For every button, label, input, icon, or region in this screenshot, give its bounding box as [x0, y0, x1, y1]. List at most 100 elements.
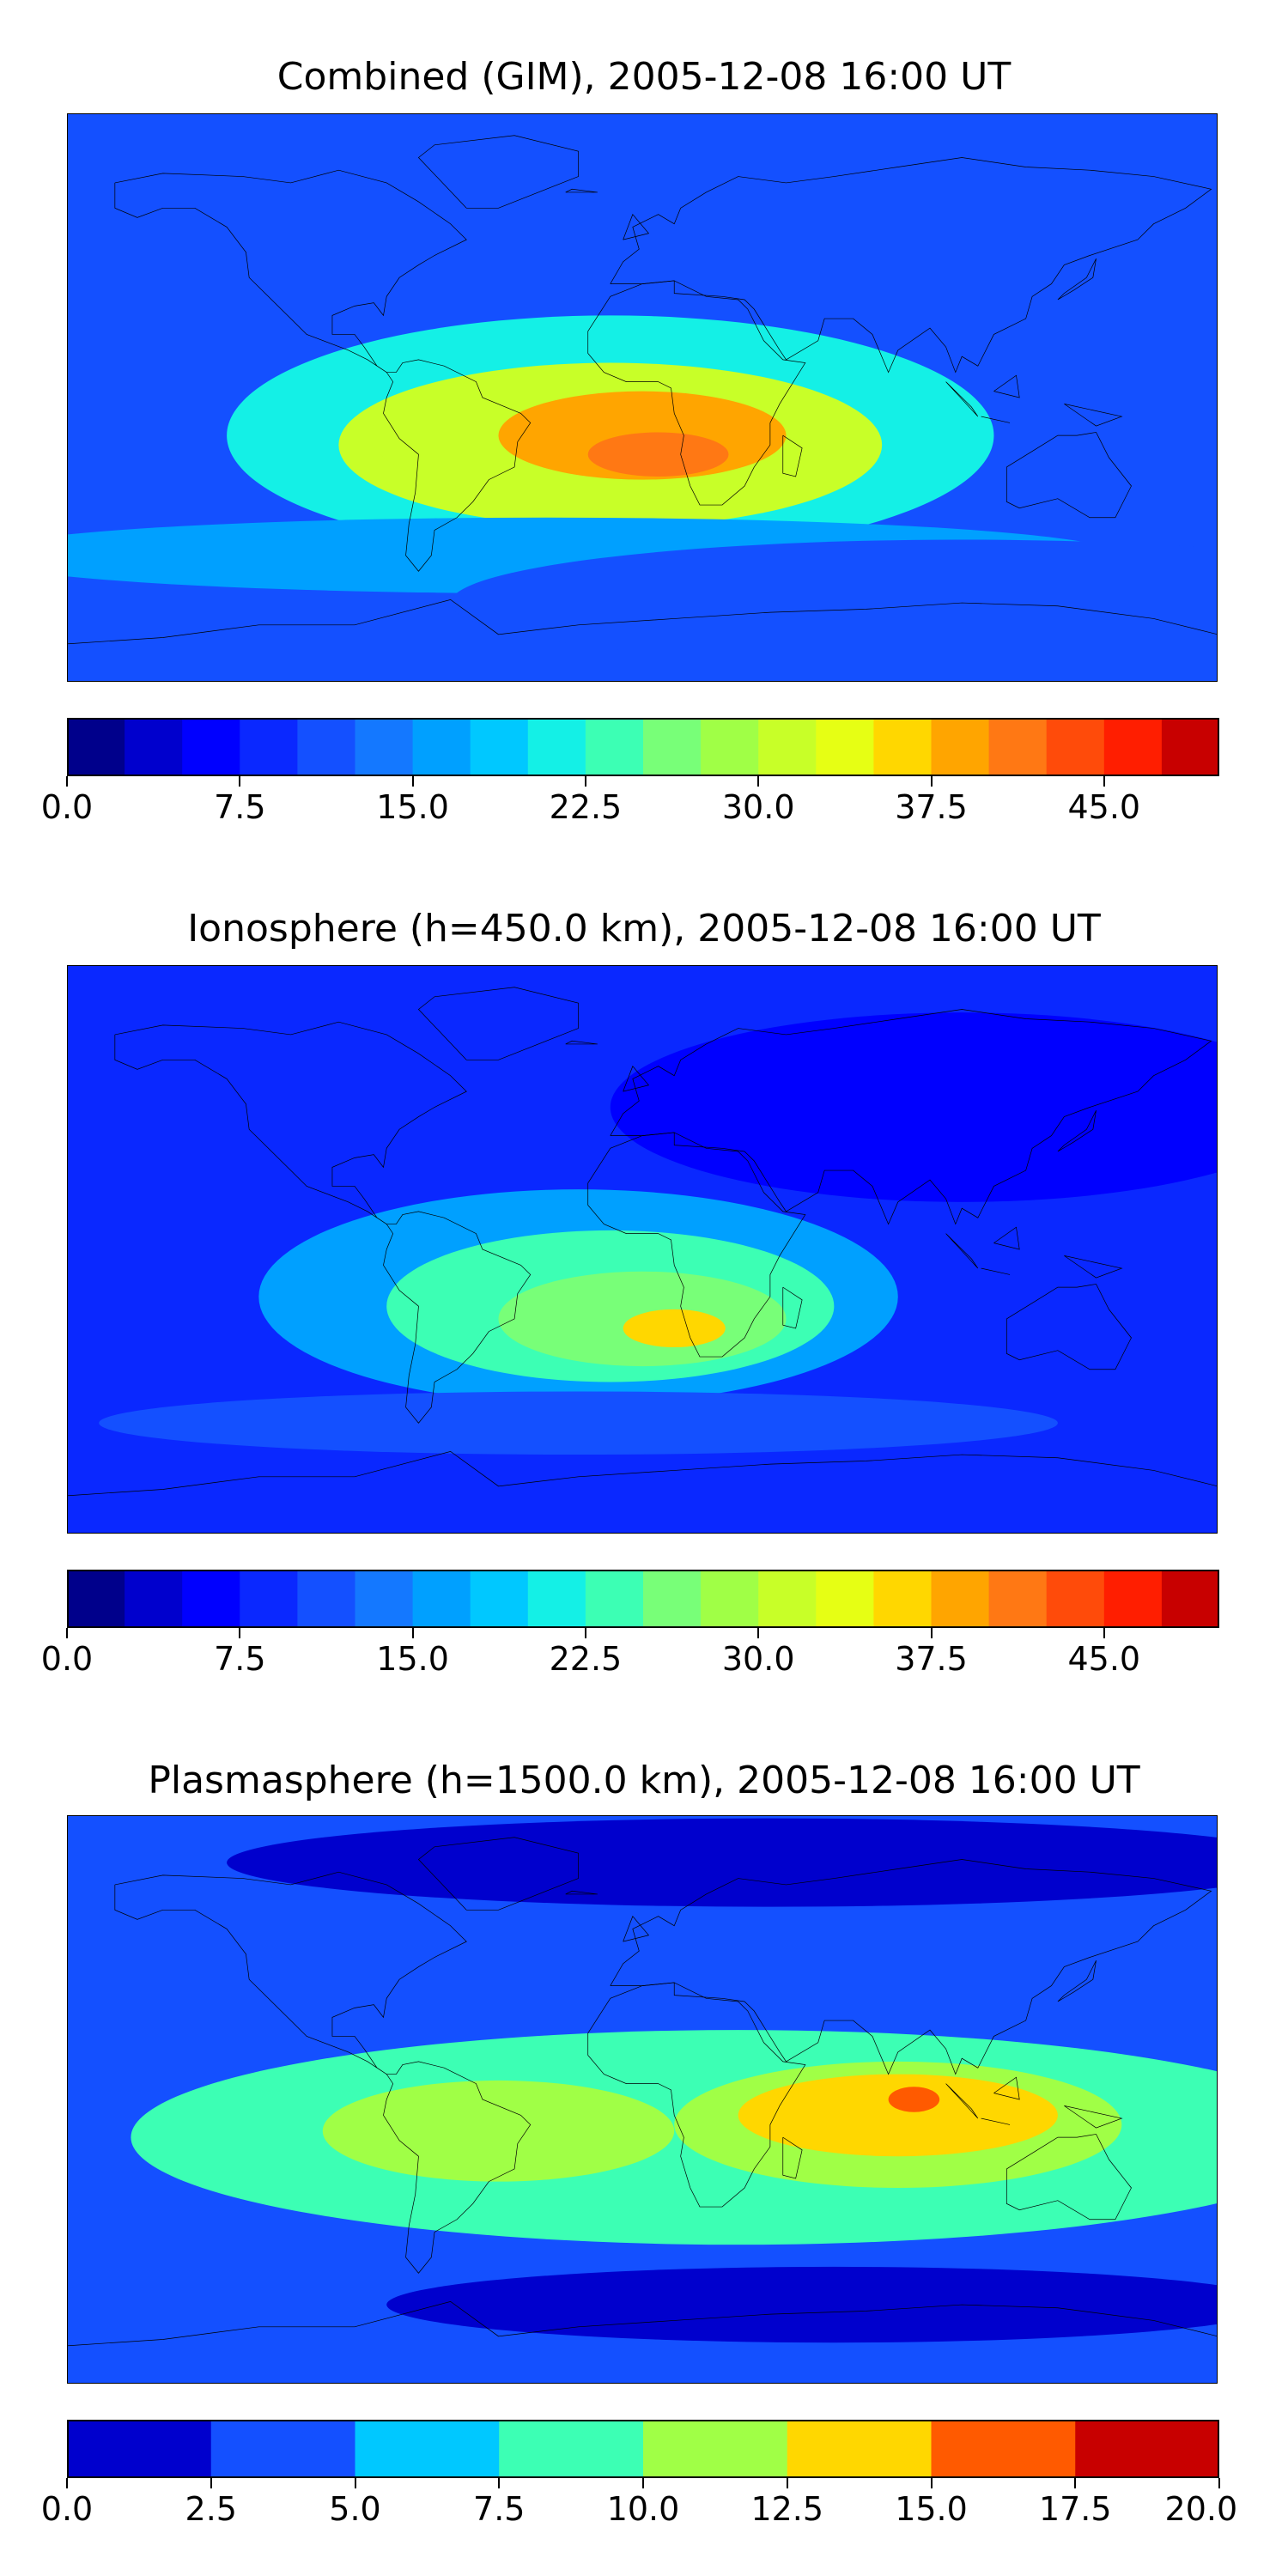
- coastline: [611, 1859, 1212, 2074]
- colorbar-swatch: [499, 2420, 644, 2478]
- colorbar-tick: [498, 2478, 501, 2488]
- coastline: [611, 1009, 1212, 1224]
- chart-title: Ionosphere (h=450.0 km), 2005-12-08 16:0…: [187, 907, 1101, 951]
- colorbar-swatch: [585, 718, 644, 776]
- colorbar-swatch: [816, 718, 874, 776]
- colorbar-swatch: [873, 1570, 933, 1628]
- colorbar-swatch: [931, 1570, 990, 1628]
- coastline: [946, 2084, 978, 2118]
- colorbar-tick-label: 37.5: [895, 1640, 968, 1678]
- coastline: [1006, 1284, 1131, 1369]
- colorbar-swatch: [1075, 2420, 1220, 2478]
- colorbar-swatch: [873, 718, 933, 776]
- coastline: [623, 215, 649, 240]
- colorbar-tick-label: 15.0: [895, 2490, 968, 2528]
- colorbar-swatch: [240, 718, 298, 776]
- colorbar-border: [67, 1570, 1219, 1628]
- colorbar-tick-label: 17.5: [1038, 2490, 1112, 2528]
- colorbar-tick: [1103, 1628, 1105, 1638]
- colorbar-swatch: [643, 718, 702, 776]
- colorbar-swatch: [988, 718, 1048, 776]
- colorbar-tick-label: 45.0: [1067, 1640, 1141, 1678]
- colorbar-tick: [1218, 2478, 1220, 2488]
- colorbar-swatches: [67, 2420, 1220, 2478]
- combined-map: [67, 113, 1218, 682]
- colorbar-tick-label: 0.0: [40, 2490, 94, 2528]
- contour-region: [386, 2266, 1218, 2343]
- plasmasphere-map: [67, 1815, 1218, 2384]
- colorbar-tick-label: 22.5: [549, 1640, 623, 1678]
- coastline: [993, 375, 1019, 398]
- colorbar-swatch: [470, 1570, 529, 1628]
- ionosphere-map: [67, 965, 1218, 1534]
- colorbar-tick-label: 5.0: [329, 2490, 381, 2528]
- coastline: [623, 1917, 649, 1941]
- colorbar-tick: [411, 1628, 414, 1638]
- colorbar-swatch: [355, 1570, 414, 1628]
- colorbar-tick-label: 0.0: [40, 1640, 94, 1678]
- colorbar-swatch: [527, 1570, 586, 1628]
- colorbar-swatches: [67, 718, 1220, 776]
- colorbar-tick: [354, 2478, 356, 2488]
- coastline: [611, 157, 1212, 372]
- coastline: [946, 1234, 978, 1268]
- coastline: [1058, 1110, 1097, 1151]
- colorbar-tick-label: 22.5: [549, 788, 623, 826]
- coastline: [1006, 432, 1131, 517]
- colorbar-swatch: [1046, 718, 1105, 776]
- colorbar-tick-label: 30.0: [721, 1640, 795, 1678]
- colorbar-swatch: [787, 2420, 933, 2478]
- coastline: [1064, 1255, 1121, 1278]
- coastline: [1058, 1960, 1097, 2002]
- colorbar-swatch: [67, 1570, 125, 1628]
- colorbar-swatch: [125, 718, 183, 776]
- contour-region: [888, 2087, 940, 2112]
- coastline: [418, 1838, 578, 1911]
- contour-region: [738, 2074, 1058, 2157]
- coastline: [566, 1891, 598, 1894]
- contour-region: [610, 1012, 1218, 1202]
- colorbar-tick: [584, 1628, 586, 1638]
- colorbar-tick: [239, 776, 241, 787]
- colorbar-tick-label: 7.5: [214, 1640, 266, 1678]
- colorbar-swatch: [125, 1570, 183, 1628]
- colorbar-swatch: [67, 718, 125, 776]
- colorbar-swatch: [182, 718, 240, 776]
- colorbar-swatch: [701, 1570, 759, 1628]
- coastline: [783, 435, 802, 477]
- coastline: [783, 1287, 802, 1328]
- colorbar-swatch: [1161, 1570, 1220, 1628]
- contour-region: [227, 1818, 1218, 1907]
- coastline: [623, 1066, 649, 1091]
- colorbar-swatch: [1103, 1570, 1163, 1628]
- colorbar-border: [67, 718, 1219, 776]
- contour-region: [623, 1309, 726, 1348]
- coastline: [1064, 2105, 1121, 2128]
- colorbar-swatch: [643, 1570, 702, 1628]
- colorbar-tick-label: 45.0: [1067, 788, 1141, 826]
- colorbar-tick-label: 37.5: [895, 788, 968, 826]
- colorbar-tick: [930, 2478, 933, 2488]
- colorbar-tick: [757, 776, 760, 787]
- coastline: [67, 2301, 1218, 2345]
- colorbar-swatch: [67, 2420, 212, 2478]
- chart-title: Combined (GIM), 2005-12-08 16:00 UT: [276, 55, 1012, 99]
- colorbar-tick-label: 10.0: [606, 2490, 680, 2528]
- coastline: [418, 987, 578, 1060]
- colorbar-swatch: [210, 2420, 356, 2478]
- coastline: [566, 1041, 598, 1044]
- colorbar-tick: [239, 1628, 241, 1638]
- colorbar-tick-label: 2.5: [185, 2490, 237, 2528]
- contour-region: [587, 432, 729, 477]
- colorbar-swatch: [1103, 718, 1163, 776]
- colorbar-swatch: [816, 1570, 874, 1628]
- colorbar-tick: [411, 776, 414, 787]
- colorbar-tick: [66, 1628, 68, 1638]
- coastline: [115, 170, 531, 571]
- colorbar-tick: [642, 2478, 644, 2488]
- coastline: [588, 1133, 805, 1357]
- colorbar-swatch: [931, 2420, 1076, 2478]
- colorbar-swatch: [355, 718, 414, 776]
- colorbar-tick: [930, 1628, 933, 1638]
- coastline: [993, 2077, 1019, 2099]
